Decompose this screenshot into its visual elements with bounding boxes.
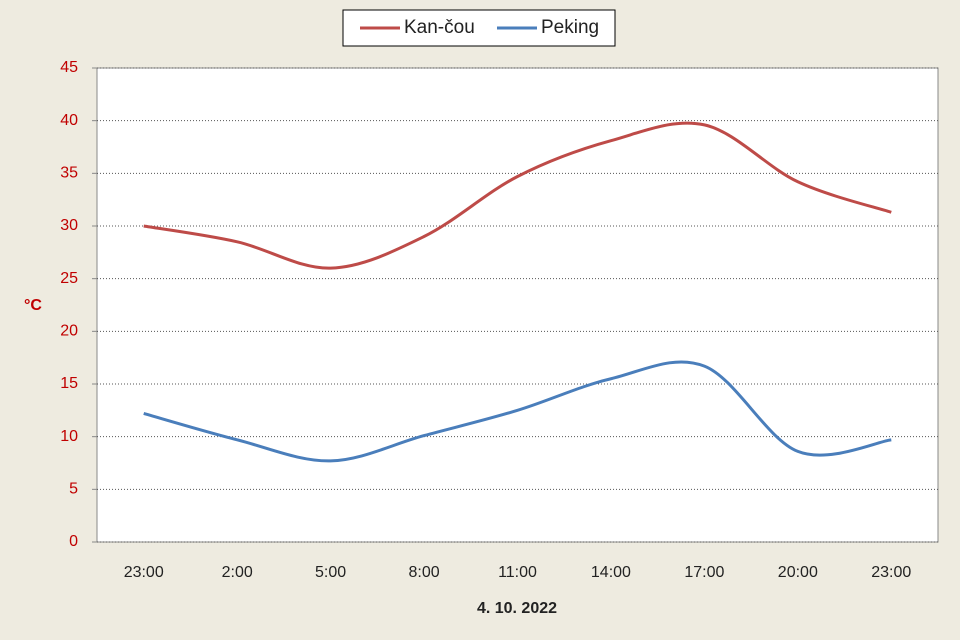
series-line: [143, 360, 892, 463]
x-tick-label: 20:00: [778, 564, 818, 581]
y-tick-label: 25: [60, 270, 78, 287]
x-tick-label: 8:00: [408, 564, 439, 581]
y-tick-label: 40: [60, 112, 78, 129]
x-tick-label: 14:00: [591, 564, 631, 581]
y-tick-label: 30: [60, 217, 78, 234]
legend-label: Kan-čou: [404, 17, 475, 38]
series-line: [143, 121, 892, 270]
x-tick-label: 23:00: [124, 564, 164, 581]
y-tick-label: 15: [60, 375, 78, 392]
x-tick-label: 2:00: [222, 564, 253, 581]
x-tick-label: 23:00: [871, 564, 911, 581]
y-tick-label: 35: [60, 165, 78, 182]
legend-label: Peking: [541, 17, 599, 38]
y-tick-label: 0: [69, 533, 78, 550]
x-axis-label: 4. 10. 2022: [477, 600, 557, 617]
y-tick-label: 5: [69, 481, 78, 498]
x-tick-label: 5:00: [315, 564, 346, 581]
plot-area: [96, 67, 939, 543]
x-tick-label: 17:00: [684, 564, 724, 581]
y-tick-label: 20: [60, 323, 78, 340]
y-axis-label: °C: [24, 297, 42, 314]
x-tick-label: 11:00: [498, 564, 537, 581]
y-tick-label: 10: [60, 428, 78, 445]
y-tick-label: 45: [60, 59, 78, 76]
